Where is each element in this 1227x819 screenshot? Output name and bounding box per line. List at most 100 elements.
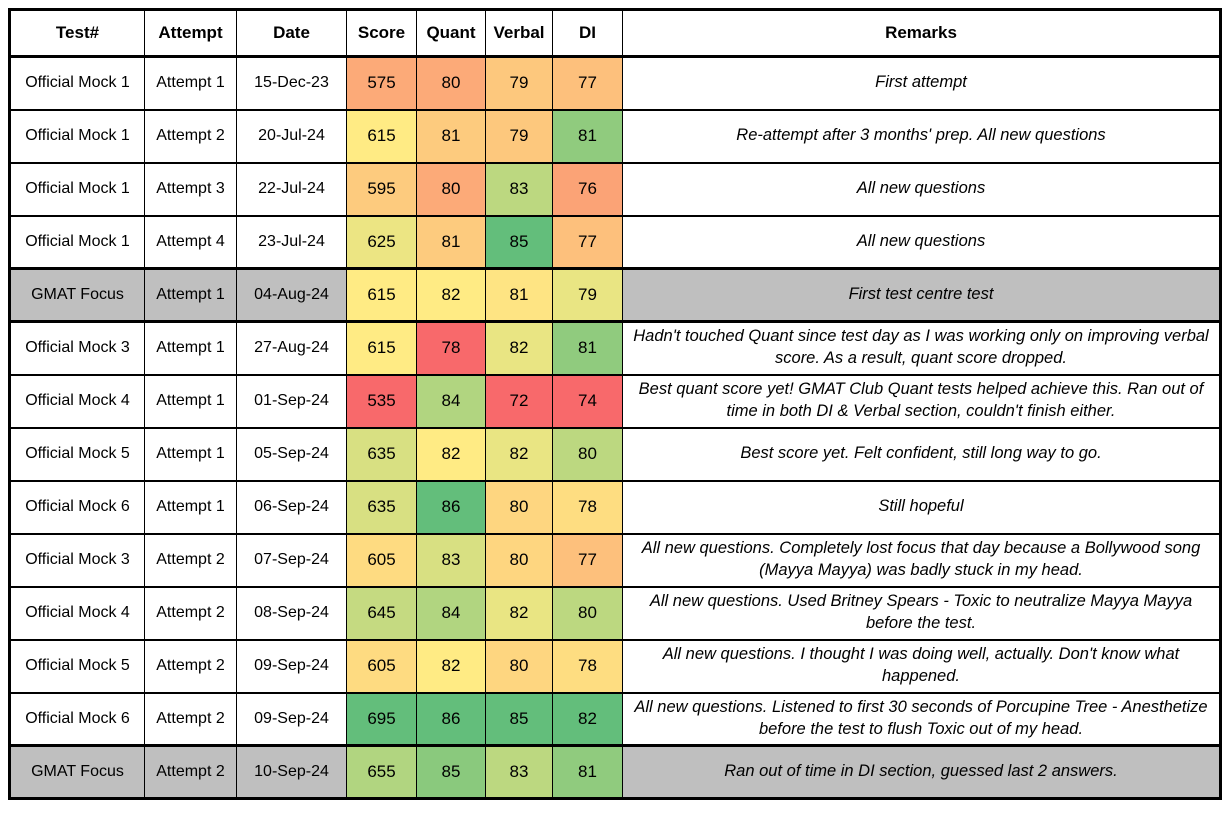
di-cell: 81	[552, 320, 623, 376]
remarks-cell: All new questions	[622, 161, 1221, 217]
score-cell: 615	[346, 320, 417, 376]
score-cell: 655	[346, 744, 417, 800]
quant-cell: 78	[416, 320, 486, 376]
header-row: Test# Attempt Date Score Quant Verbal DI…	[9, 8, 1221, 58]
di-cell: 77	[552, 214, 623, 270]
table-row: Official Mock 4 Attempt 1 01-Sep-24 535 …	[9, 373, 1221, 429]
table-row: Official Mock 3 Attempt 1 27-Aug-24 615 …	[9, 320, 1221, 376]
score-cell: 615	[346, 267, 417, 323]
di-cell: 74	[552, 373, 623, 429]
remarks-cell: Re-attempt after 3 months' prep. All new…	[622, 108, 1221, 164]
attempt-cell: Attempt 1	[144, 320, 237, 376]
verbal-cell: 82	[485, 585, 553, 641]
attempt-cell: Attempt 2	[144, 585, 237, 641]
di-cell: 80	[552, 585, 623, 641]
table-row: Official Mock 3 Attempt 2 07-Sep-24 605 …	[9, 532, 1221, 588]
table-row: Official Mock 1 Attempt 1 15-Dec-23 575 …	[9, 55, 1221, 111]
date-cell: 27-Aug-24	[236, 320, 347, 376]
date-cell: 20-Jul-24	[236, 108, 347, 164]
date-cell: 01-Sep-24	[236, 373, 347, 429]
verbal-cell: 79	[485, 108, 553, 164]
di-cell: 76	[552, 161, 623, 217]
verbal-cell: 83	[485, 744, 553, 800]
score-cell: 635	[346, 479, 417, 535]
remarks-cell: First test centre test	[622, 267, 1221, 323]
test-cell: GMAT Focus	[9, 744, 145, 800]
test-cell: Official Mock 4	[9, 585, 145, 641]
table-row: Official Mock 1 Attempt 2 20-Jul-24 615 …	[9, 108, 1221, 164]
remarks-cell: Still hopeful	[622, 479, 1221, 535]
score-cell: 575	[346, 55, 417, 111]
quant-cell: 82	[416, 267, 486, 323]
attempt-cell: Attempt 1	[144, 55, 237, 111]
test-cell: Official Mock 5	[9, 426, 145, 482]
verbal-cell: 72	[485, 373, 553, 429]
test-cell: Official Mock 1	[9, 161, 145, 217]
date-cell: 15-Dec-23	[236, 55, 347, 111]
attempt-cell: Attempt 2	[144, 691, 237, 747]
remarks-cell: First attempt	[622, 55, 1221, 111]
verbal-cell: 85	[485, 691, 553, 747]
verbal-cell: 80	[485, 479, 553, 535]
table-row: Official Mock 6 Attempt 1 06-Sep-24 635 …	[9, 479, 1221, 535]
test-cell: Official Mock 6	[9, 479, 145, 535]
quant-cell: 86	[416, 691, 486, 747]
date-cell: 06-Sep-24	[236, 479, 347, 535]
table-row-highlight: GMAT Focus Attempt 1 04-Aug-24 615 82 81…	[9, 267, 1221, 323]
gmat-score-table: Test# Attempt Date Score Quant Verbal DI…	[8, 8, 1222, 800]
quant-cell: 81	[416, 214, 486, 270]
verbal-cell: 85	[485, 214, 553, 270]
table-row-highlight: GMAT Focus Attempt 2 10-Sep-24 655 85 83…	[9, 744, 1221, 800]
attempt-cell: Attempt 1	[144, 479, 237, 535]
remarks-cell: Best quant score yet! GMAT Club Quant te…	[622, 373, 1221, 429]
remarks-cell: All new questions. Completely lost focus…	[622, 532, 1221, 588]
score-cell: 595	[346, 161, 417, 217]
date-cell: 05-Sep-24	[236, 426, 347, 482]
date-cell: 22-Jul-24	[236, 161, 347, 217]
col-header-date: Date	[236, 8, 347, 58]
di-cell: 77	[552, 55, 623, 111]
remarks-cell: All new questions	[622, 214, 1221, 270]
score-cell: 605	[346, 638, 417, 694]
col-header-score: Score	[346, 8, 417, 58]
date-cell: 07-Sep-24	[236, 532, 347, 588]
verbal-cell: 82	[485, 426, 553, 482]
date-cell: 10-Sep-24	[236, 744, 347, 800]
quant-cell: 80	[416, 55, 486, 111]
score-cell: 605	[346, 532, 417, 588]
di-cell: 81	[552, 744, 623, 800]
col-header-attempt: Attempt	[144, 8, 237, 58]
table-row: Official Mock 6 Attempt 2 09-Sep-24 695 …	[9, 691, 1221, 747]
quant-cell: 82	[416, 426, 486, 482]
verbal-cell: 82	[485, 320, 553, 376]
remarks-cell: Ran out of time in DI section, guessed l…	[622, 744, 1221, 800]
col-header-test: Test#	[9, 8, 145, 58]
attempt-cell: Attempt 2	[144, 744, 237, 800]
score-cell: 535	[346, 373, 417, 429]
verbal-cell: 80	[485, 638, 553, 694]
di-cell: 80	[552, 426, 623, 482]
di-cell: 77	[552, 532, 623, 588]
quant-cell: 81	[416, 108, 486, 164]
test-cell: Official Mock 1	[9, 214, 145, 270]
di-cell: 79	[552, 267, 623, 323]
quant-cell: 80	[416, 161, 486, 217]
verbal-cell: 79	[485, 55, 553, 111]
attempt-cell: Attempt 2	[144, 532, 237, 588]
remarks-cell: Hadn't touched Quant since test day as I…	[622, 320, 1221, 376]
table-row: Official Mock 4 Attempt 2 08-Sep-24 645 …	[9, 585, 1221, 641]
date-cell: 08-Sep-24	[236, 585, 347, 641]
score-cell: 645	[346, 585, 417, 641]
score-cell: 625	[346, 214, 417, 270]
test-cell: Official Mock 5	[9, 638, 145, 694]
attempt-cell: Attempt 1	[144, 426, 237, 482]
quant-cell: 84	[416, 585, 486, 641]
date-cell: 09-Sep-24	[236, 638, 347, 694]
col-header-remarks: Remarks	[622, 8, 1221, 58]
remarks-cell: Best score yet. Felt confident, still lo…	[622, 426, 1221, 482]
di-cell: 78	[552, 638, 623, 694]
attempt-cell: Attempt 1	[144, 267, 237, 323]
test-cell: Official Mock 1	[9, 55, 145, 111]
quant-cell: 82	[416, 638, 486, 694]
